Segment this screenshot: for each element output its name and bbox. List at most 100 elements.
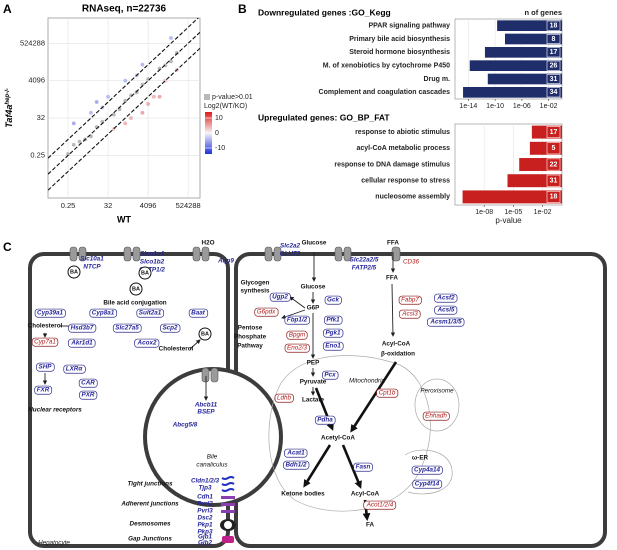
- count-box: [546, 20, 561, 31]
- gene-box: [376, 388, 399, 398]
- diagram-label: Mitochondria: [349, 378, 386, 385]
- point: [123, 98, 128, 103]
- point: [123, 78, 128, 83]
- gene-label: Aqp9: [217, 258, 234, 265]
- colorbar-label: 0: [215, 130, 219, 137]
- category-label: cellular response to stress: [361, 178, 450, 185]
- point: [106, 94, 110, 99]
- gene-label: Pdha: [317, 417, 333, 424]
- diagram-label: PEP: [307, 360, 320, 367]
- gene-box: [286, 330, 308, 340]
- diagram-label: Peroxisome: [420, 388, 454, 395]
- colorbar-label: -10: [215, 145, 225, 152]
- gene-box: [422, 411, 450, 421]
- diagram-label: Nuclear receptors: [28, 407, 82, 414]
- gene-label: FATP2/5: [352, 265, 377, 272]
- gene-label: Acsl5: [437, 307, 455, 314]
- diagram-label: BA: [70, 269, 78, 275]
- gene-label: Eno2/3: [287, 345, 307, 352]
- gene-box: [434, 305, 458, 315]
- bar: [469, 60, 562, 71]
- gene-label: Bdh1/2: [286, 462, 307, 469]
- x-tick-label: 524288: [176, 201, 201, 210]
- bar: [497, 20, 562, 31]
- point: [123, 121, 128, 126]
- gene-label: Eno1: [325, 343, 341, 350]
- diagram-label: BA: [132, 286, 140, 292]
- diagram-label: Ketone bodies: [281, 491, 325, 498]
- gene-label: Ldhb: [277, 395, 292, 402]
- gene-label: Cyp4f14: [415, 481, 440, 488]
- chart-title: RNAseq, n=22736: [82, 4, 167, 15]
- x-tick-label: 1e-02: [540, 103, 558, 110]
- x-tick-label: 1e-14: [459, 103, 477, 110]
- bar: [462, 190, 562, 204]
- gene-box: [353, 462, 373, 472]
- point: [169, 36, 173, 40]
- gene-label: Sult2a1: [139, 310, 162, 317]
- count-label: 5: [552, 145, 556, 152]
- ba-circle: [67, 265, 81, 279]
- diagram-label: G6P: [307, 305, 320, 312]
- gene-label: Ehhadh: [425, 413, 447, 420]
- points: [66, 36, 179, 156]
- channels: [69, 246, 401, 383]
- x-tick-label: 0.25: [61, 201, 76, 210]
- gene-label: Acsf2: [436, 295, 455, 302]
- diagram-label: Glycogen: [241, 280, 270, 287]
- diagram-label: Pentose: [238, 325, 263, 332]
- gene-box: [78, 378, 98, 388]
- gene-box: [323, 328, 344, 338]
- plot-area: [454, 18, 563, 100]
- gene-label: PXR: [82, 392, 95, 399]
- y-axis-label-main: Taf4a: [4, 105, 14, 128]
- gene-label: OATP1/2: [139, 267, 165, 274]
- count-box: [546, 34, 561, 44]
- diagram-label: Gap Junctions: [128, 536, 172, 543]
- junctions: [220, 476, 236, 543]
- point: [66, 152, 70, 156]
- count-label: 34: [550, 89, 558, 96]
- x-tick-label: 1e-10: [486, 103, 504, 110]
- gene-label: Tjp3: [199, 485, 212, 492]
- gene-box: [31, 337, 59, 347]
- count-label: 17: [550, 49, 558, 56]
- x-axis-label: WT: [117, 214, 131, 224]
- chart-title: Upregulated genes: GO_BP_FAT: [258, 112, 390, 122]
- point: [140, 82, 145, 87]
- gene-box: [323, 315, 343, 325]
- panel-label: B: [238, 2, 247, 16]
- gene-box: [412, 479, 443, 489]
- plot-area: [47, 17, 201, 199]
- ba-circle: [198, 327, 212, 341]
- category-label: Drug m.: [424, 76, 451, 83]
- diagram-label: FA: [366, 522, 374, 529]
- point: [140, 110, 145, 115]
- gene-box: [269, 292, 291, 302]
- y-tick-label: 32: [37, 113, 45, 122]
- ba-circle: [129, 282, 143, 296]
- diagram-label: Pyruvate: [300, 379, 327, 386]
- gene-label: Cyp8a1: [92, 310, 115, 317]
- count-header: n of genes: [524, 8, 562, 17]
- gene-label: Fbp1/2: [287, 317, 308, 324]
- gene-label: Cpt1b: [379, 390, 396, 397]
- category-label: Complement and coagulation cascades: [319, 89, 451, 96]
- y-tick-label: 524288: [20, 38, 45, 47]
- gene-box: [63, 364, 86, 374]
- reference-line: [48, 18, 199, 159]
- point: [71, 121, 76, 126]
- gene-box: [274, 393, 294, 403]
- peroxisome: [414, 378, 460, 432]
- bar: [484, 47, 562, 58]
- gene-box: [36, 362, 55, 372]
- gene-box: [398, 309, 421, 319]
- gene-label: Pfk1: [326, 317, 340, 324]
- diagram-label: FFA: [387, 240, 399, 247]
- count-box: [546, 142, 561, 155]
- count-box: [546, 190, 561, 203]
- gene-label: Cyp7a1: [34, 339, 56, 346]
- gene-box: [134, 338, 160, 348]
- gene-label: CD36: [403, 259, 420, 266]
- gene-box: [68, 323, 97, 333]
